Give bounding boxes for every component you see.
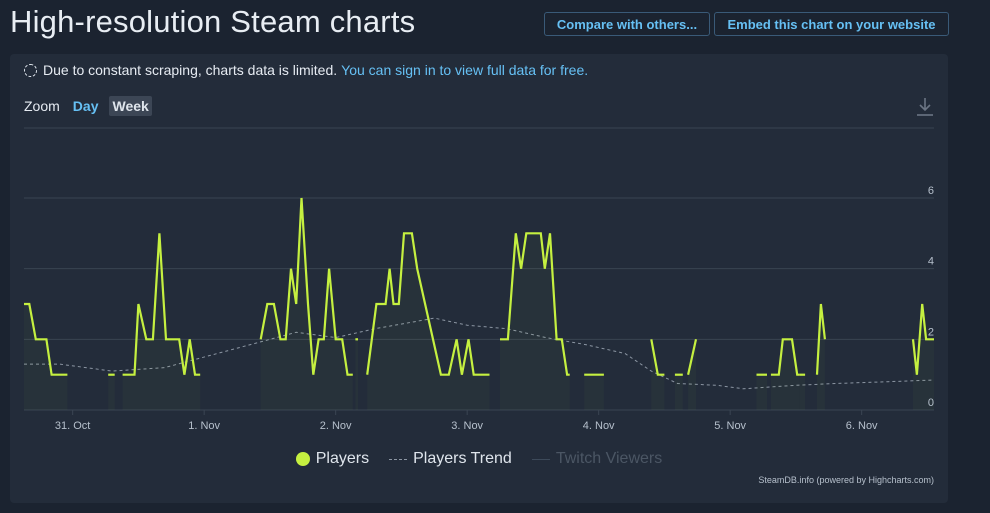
zoom-label: Zoom [24,98,60,114]
players-area-7 [584,375,604,410]
players-area-6 [500,233,570,410]
data-limit-notice: Due to constant scraping, charts data is… [24,62,588,78]
players-line-segment-8 [650,339,665,376]
x-tick-label: 31. Oct [55,420,90,432]
legend-players-marker [295,452,310,466]
embed-chart-button[interactable]: Embed this chart on your website [714,12,949,36]
chart-credit: SteamDB.info (powered by Highcharts.com) [758,475,934,485]
legend-players[interactable]: Players [295,450,370,468]
players-line-segment-0 [24,302,68,376]
x-tick-label: 1. Nov [188,420,220,432]
y-tick-label: 6 [928,185,934,197]
legend-twitch-marker [531,458,550,460]
players-line-segment-2 [122,233,201,376]
players-line-segment-15 [911,303,934,375]
players-area-11 [757,375,768,410]
legend-twitch-label: Twitch Viewers [555,450,663,467]
players-area-10 [688,339,696,410]
compare-button[interactable]: Compare with others... [544,12,710,36]
legend-trend-label: Players Trend [413,450,512,467]
y-tick-label: 0 [928,397,934,409]
x-axis-ticks: 31. Oct 1. Nov 2. Nov 3. Nov 4. Nov 5. Nov 6. … [55,410,878,432]
x-tick-label: 4. Nov [583,420,615,432]
players-line-segment-12 [770,338,800,376]
dashed-circle-icon [24,63,37,77]
download-icon[interactable] [914,96,936,118]
zoom-week-button[interactable]: Week [109,96,152,116]
legend-twitch-viewers[interactable]: Twitch Viewers [531,450,663,468]
chart-panel: Due to constant scraping, charts data is… [10,54,948,503]
players-area-13 [800,375,805,410]
players-area-0 [24,304,67,410]
page-title: High-resolution Steam charts [10,4,416,39]
y-tick-label: 2 [928,326,934,338]
sign-in-link[interactable]: You can sign in to view full data for fr… [341,62,589,78]
players-line-segment-6 [500,232,570,376]
zoom-day-button[interactable]: Day [72,98,99,114]
x-tick-label: 2. Nov [320,420,352,432]
notice-text: Due to constant scraping, charts data is… [43,62,338,78]
zoom-controls: Zoom Day Week [24,96,160,116]
players-line-segment-10 [687,339,698,375]
y-tick-label: 4 [928,256,934,268]
x-tick-label: 3. Nov [451,420,483,432]
legend-players-trend[interactable]: Players Trend [389,450,512,468]
players-area-9 [675,375,683,410]
players-area-4 [355,339,358,410]
players-chart: 0 2 4 6 31. Oct 1. Nov 2. Nov 3. Nov 4. Nov 5. N… [24,127,935,432]
players-series [24,197,934,410]
players-line-segment-5 [366,232,490,376]
x-tick-label: 5. Nov [714,420,746,432]
legend-trend-marker [389,458,408,460]
y-axis-ticks: 0 2 4 6 [928,185,934,409]
x-tick-label: 6. Nov [846,420,878,432]
legend-players-label: Players [315,450,370,467]
players-line-segment-3 [259,197,353,376]
players-area-1 [108,375,115,410]
chart-legend: Players Players Trend Twitch Viewers [10,450,948,468]
players-line-segment-14 [815,303,826,375]
